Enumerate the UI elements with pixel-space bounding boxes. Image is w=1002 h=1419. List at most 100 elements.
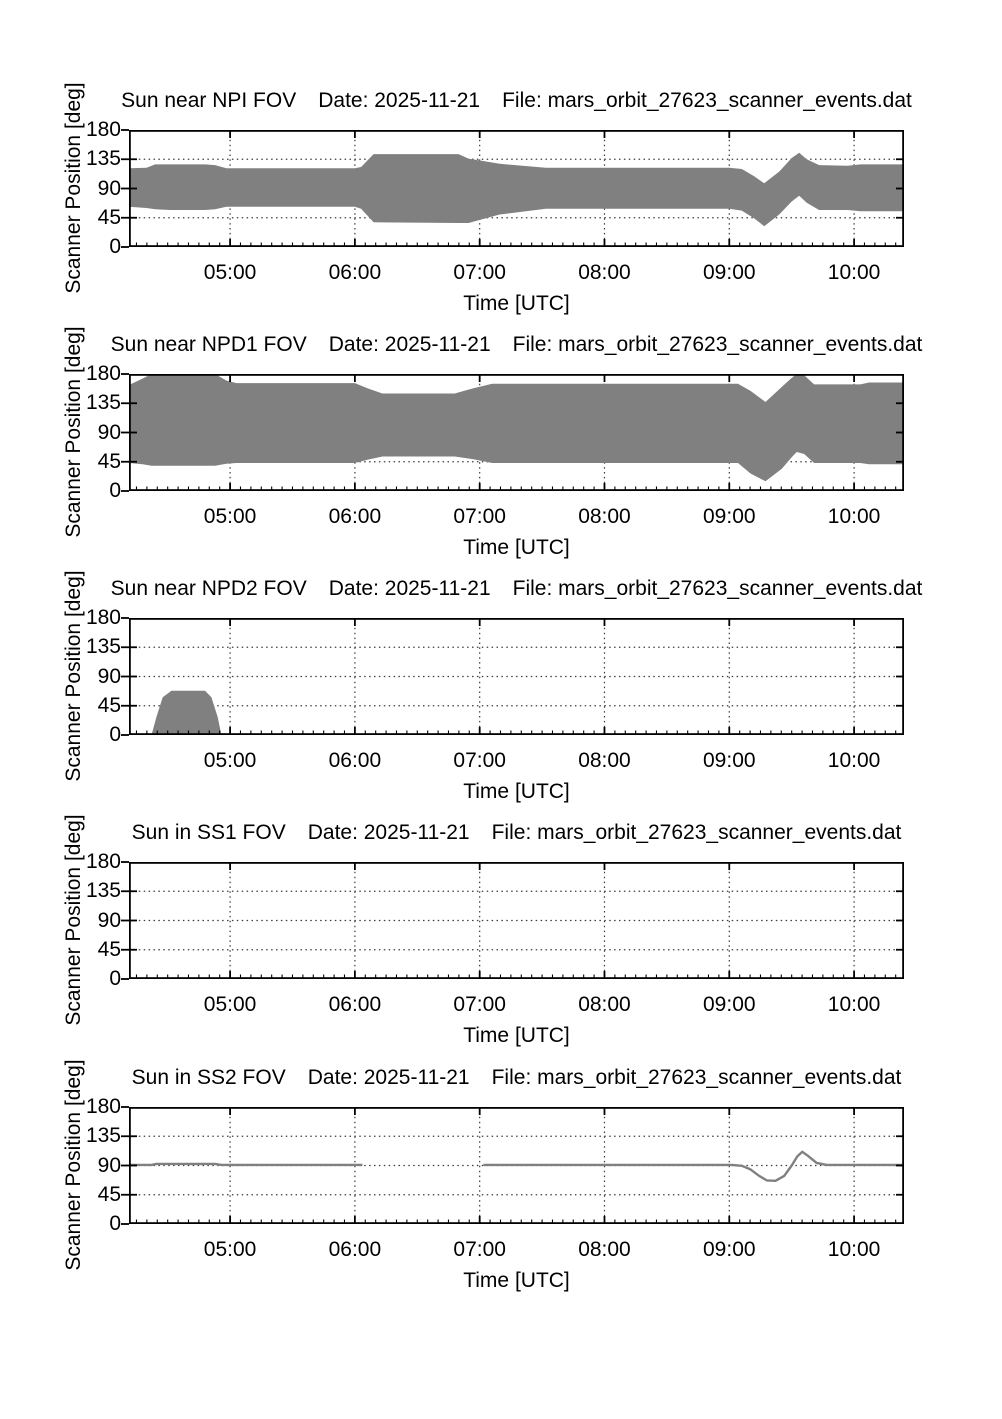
x-tick-label: 07:00 (453, 1238, 506, 1261)
y-tick-label: 135 (85, 1124, 121, 1148)
x-tick-label: 05:00 (203, 1238, 257, 1261)
chart-svg-ss2 (121, 1106, 905, 1225)
gridlines (129, 862, 904, 979)
chart-title-file: File: mars_orbit_27623_scanner_events.da… (491, 821, 902, 844)
x-axis-label: Time [UTC] (463, 780, 570, 803)
y-tick-label: 135 (85, 147, 121, 171)
x-tick-label: 09:00 (703, 1238, 756, 1261)
axes-frame (121, 373, 905, 492)
x-tick-label: 10:00 (827, 261, 881, 284)
chart-title: Sun near NPD2 FOV Date: 2025-11-21 File:… (111, 572, 923, 606)
x-axis-label: Time [UTC] (463, 1024, 570, 1047)
chart-title-file: File: mars_orbit_27623_scanner_events.da… (512, 577, 923, 600)
x-tick-label: 06:00 (328, 261, 382, 284)
chart-title-date: Date: 2025-11-21 (307, 1066, 470, 1089)
y-tick-label: 135 (85, 635, 121, 659)
x-tick-label: 09:00 (703, 749, 756, 772)
x-tick-label: 08:00 (578, 505, 631, 528)
chart-title-date: Date: 2025-11-21 (318, 89, 481, 112)
x-tick-label: 07:00 (453, 505, 506, 528)
x-axis-label: Time [UTC] (463, 1269, 570, 1292)
y-tick-label: 180 (85, 606, 121, 629)
y-tick-label: 0 (109, 235, 121, 258)
x-tick-label: 07:00 (453, 749, 506, 772)
y-tick-label: 45 (97, 1182, 121, 1206)
chart-title: Sun in SS1 FOV Date: 2025-11-21 File: ma… (129, 816, 904, 850)
npi-band-series (129, 152, 904, 227)
x-axis-label: Time [UTC] (463, 292, 570, 315)
y-tick-label: 90 (97, 176, 121, 200)
x-tick-label: 05:00 (203, 261, 257, 284)
plot-area-ss1 (121, 861, 905, 980)
x-tick-label: 06:00 (328, 749, 382, 772)
y-tick-label: 90 (97, 908, 121, 932)
y-tick-label: 135 (85, 879, 121, 903)
chart-svg-ss1 (121, 861, 905, 980)
x-tick-label: 05:00 (203, 993, 257, 1016)
x-tick-label: 06:00 (328, 505, 382, 528)
y-tick-label: 45 (97, 205, 121, 229)
y-tick-label: 45 (97, 693, 121, 717)
chart-title: Sun near NPI FOV Date: 2025-11-21 File: … (121, 84, 912, 118)
x-tick-label: 08:00 (578, 749, 631, 772)
chart-svg-npd1 (121, 373, 905, 492)
plot-area-npd2 (121, 617, 905, 736)
y-tick-label: 45 (97, 449, 121, 473)
chart-title-fov: Sun near NPD1 FOV (110, 333, 307, 356)
chart-title-file: File: mars_orbit_27623_scanner_events.da… (512, 333, 923, 356)
x-tick-label: 08:00 (578, 1238, 631, 1261)
npd2-band-series (151, 690, 222, 735)
y-tick-label: 180 (85, 118, 121, 141)
axes-frame (121, 129, 905, 248)
x-tick-label: 07:00 (453, 993, 506, 1016)
y-tick-label: 0 (109, 479, 121, 502)
ss2-line-segment-0 (129, 1162, 363, 1167)
x-tick-label: 07:00 (453, 261, 506, 284)
x-tick-label: 05:00 (203, 749, 257, 772)
y-tick-label: 180 (85, 850, 121, 873)
x-tick-label: 10:00 (827, 1238, 881, 1261)
chart-title-fov: Sun in SS2 FOV (131, 1066, 286, 1089)
y-tick-label: 90 (97, 664, 121, 688)
x-tick-label: 05:00 (203, 505, 257, 528)
x-tick-label: 09:00 (703, 261, 756, 284)
x-tick-label: 06:00 (328, 1238, 382, 1261)
chart-title-fov: Sun near NPD2 FOV (110, 577, 307, 600)
x-tick-label: 10:00 (827, 749, 881, 772)
y-tick-label: 0 (109, 1212, 121, 1235)
plot-area-npi (121, 129, 905, 248)
chart-title-date: Date: 2025-11-21 (328, 333, 491, 356)
x-tick-label: 10:00 (827, 993, 881, 1016)
chart-title: Sun near NPD1 FOV Date: 2025-11-21 File:… (111, 328, 923, 362)
x-tick-label: 09:00 (703, 993, 756, 1016)
npd1-band-series (129, 374, 904, 482)
minor-ticks (135, 1219, 897, 1224)
y-tick-label: 90 (97, 1153, 121, 1177)
y-tick-label: 45 (97, 937, 121, 961)
chart-title-file: File: mars_orbit_27623_scanner_events.da… (491, 1066, 902, 1089)
y-tick-label: 135 (85, 391, 121, 415)
x-tick-label: 08:00 (578, 993, 631, 1016)
gridlines (129, 618, 904, 735)
x-axis-label: Time [UTC] (463, 536, 570, 559)
chart-title-date: Date: 2025-11-21 (307, 821, 470, 844)
ss2-line-segment-1 (483, 1150, 904, 1183)
y-tick-label: 0 (109, 723, 121, 746)
y-tick-label: 0 (109, 967, 121, 990)
plot-area-ss2 (121, 1106, 905, 1225)
chart-title-fov: Sun in SS1 FOV (131, 821, 286, 844)
y-tick-label: 180 (85, 362, 121, 385)
chart-title: Sun in SS2 FOV Date: 2025-11-21 File: ma… (129, 1061, 904, 1095)
chart-title-date: Date: 2025-11-21 (328, 577, 491, 600)
axes-frame (121, 617, 905, 736)
chart-svg-npd2 (121, 617, 905, 736)
chart-svg-npi (121, 129, 905, 248)
chart-title-fov: Sun near NPI FOV (121, 89, 297, 112)
y-tick-label: 180 (85, 1095, 121, 1118)
axes-frame (121, 1106, 905, 1225)
chart-title-file: File: mars_orbit_27623_scanner_events.da… (502, 89, 912, 112)
plot-area-npd1 (121, 373, 905, 492)
x-tick-label: 06:00 (328, 993, 382, 1016)
x-tick-label: 08:00 (578, 261, 631, 284)
